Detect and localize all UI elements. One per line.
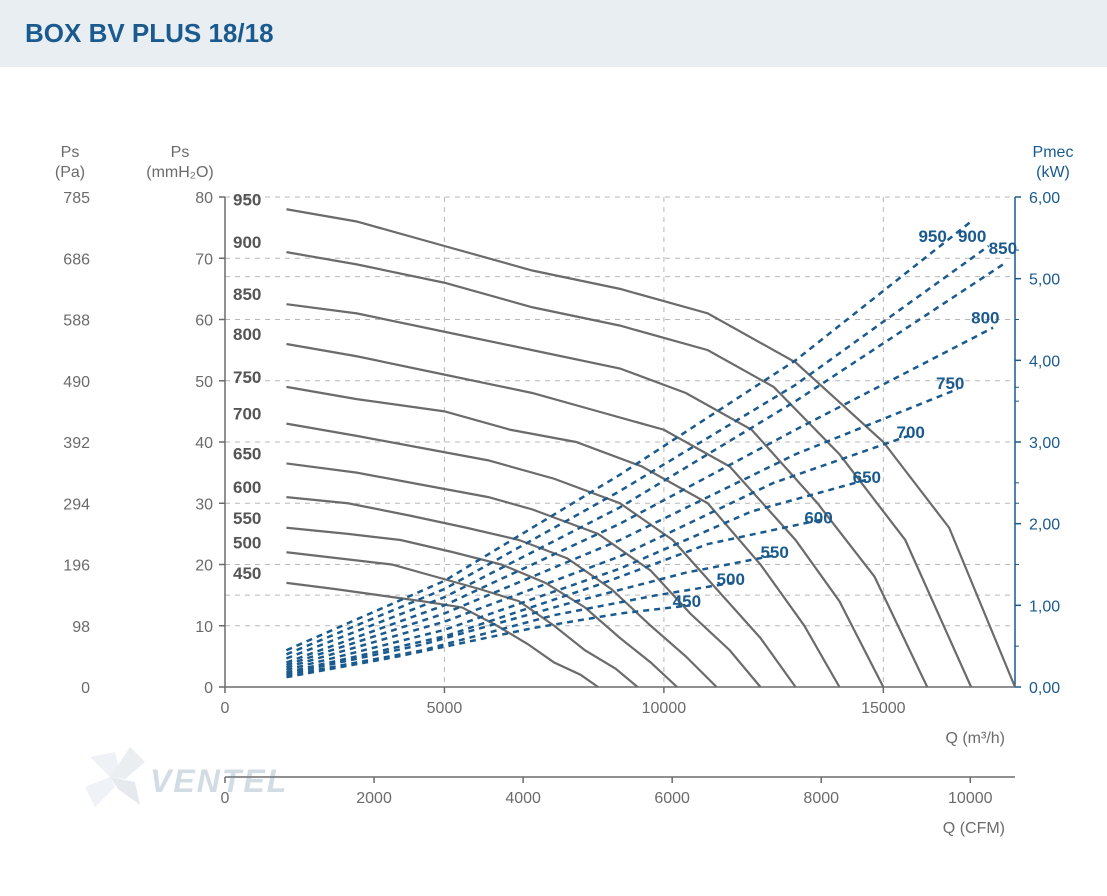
title-bar: BOX BV PLUS 18/18: [0, 0, 1107, 67]
svg-text:10000: 10000: [642, 700, 687, 717]
svg-text:450: 450: [233, 564, 261, 583]
svg-text:Ps: Ps: [61, 144, 80, 161]
svg-text:4000: 4000: [505, 790, 541, 807]
watermark-text: VENTEL: [150, 763, 288, 799]
svg-text:15000: 15000: [861, 700, 906, 717]
svg-text:40: 40: [195, 435, 213, 452]
svg-text:Pmec: Pmec: [1033, 144, 1074, 161]
svg-text:950: 950: [233, 190, 261, 209]
svg-text:Ps: Ps: [171, 144, 190, 161]
chart-container: 0102030405060708009819629439249058868678…: [0, 67, 1107, 887]
svg-text:900: 900: [233, 233, 261, 252]
svg-text:490: 490: [63, 374, 90, 391]
svg-text:80: 80: [195, 190, 213, 207]
svg-text:70: 70: [195, 251, 213, 268]
svg-text:600: 600: [233, 478, 261, 497]
svg-text:5000: 5000: [427, 700, 463, 717]
svg-text:392: 392: [63, 435, 90, 452]
svg-text:Q (CFM): Q (CFM): [943, 820, 1005, 837]
svg-text:450: 450: [673, 592, 701, 611]
svg-text:0,00: 0,00: [1029, 680, 1060, 697]
svg-text:8000: 8000: [803, 790, 839, 807]
svg-text:850: 850: [233, 285, 261, 304]
svg-text:950: 950: [918, 227, 946, 246]
svg-text:2000: 2000: [356, 790, 392, 807]
chart-title: BOX BV PLUS 18/18: [25, 18, 1082, 49]
svg-text:60: 60: [195, 313, 213, 330]
svg-text:0: 0: [81, 680, 90, 697]
svg-text:196: 196: [63, 558, 90, 575]
svg-text:20: 20: [195, 558, 213, 575]
svg-text:550: 550: [233, 509, 261, 528]
svg-text:1,00: 1,00: [1029, 598, 1060, 615]
svg-text:(mmH₂O): (mmH₂O): [146, 164, 214, 181]
svg-text:500: 500: [717, 570, 745, 589]
svg-text:(Pa): (Pa): [55, 164, 85, 181]
svg-text:5,00: 5,00: [1029, 272, 1060, 289]
svg-text:10000: 10000: [948, 790, 993, 807]
svg-text:4,00: 4,00: [1029, 353, 1060, 370]
svg-text:294: 294: [63, 496, 90, 513]
svg-text:2,00: 2,00: [1029, 517, 1060, 534]
svg-text:3,00: 3,00: [1029, 435, 1060, 452]
svg-text:686: 686: [63, 251, 90, 268]
svg-text:Q (m³/h): Q (m³/h): [945, 730, 1005, 747]
svg-text:900: 900: [958, 227, 986, 246]
svg-text:30: 30: [195, 496, 213, 513]
svg-text:6000: 6000: [654, 790, 690, 807]
svg-text:750: 750: [936, 374, 964, 393]
svg-text:750: 750: [233, 368, 261, 387]
svg-text:98: 98: [72, 619, 90, 636]
svg-text:(kW): (kW): [1036, 164, 1070, 181]
svg-text:0: 0: [204, 680, 213, 697]
svg-text:800: 800: [233, 325, 261, 344]
svg-text:550: 550: [760, 543, 788, 562]
svg-text:50: 50: [195, 374, 213, 391]
svg-text:650: 650: [233, 444, 261, 463]
svg-text:785: 785: [63, 190, 90, 207]
svg-text:588: 588: [63, 313, 90, 330]
svg-text:0: 0: [221, 700, 230, 717]
svg-text:800: 800: [971, 309, 999, 328]
svg-text:6,00: 6,00: [1029, 190, 1060, 207]
svg-text:650: 650: [853, 468, 881, 487]
svg-text:600: 600: [804, 509, 832, 528]
svg-text:700: 700: [897, 423, 925, 442]
svg-text:700: 700: [233, 405, 261, 424]
svg-text:10: 10: [195, 619, 213, 636]
svg-text:500: 500: [233, 533, 261, 552]
svg-text:850: 850: [989, 239, 1017, 258]
